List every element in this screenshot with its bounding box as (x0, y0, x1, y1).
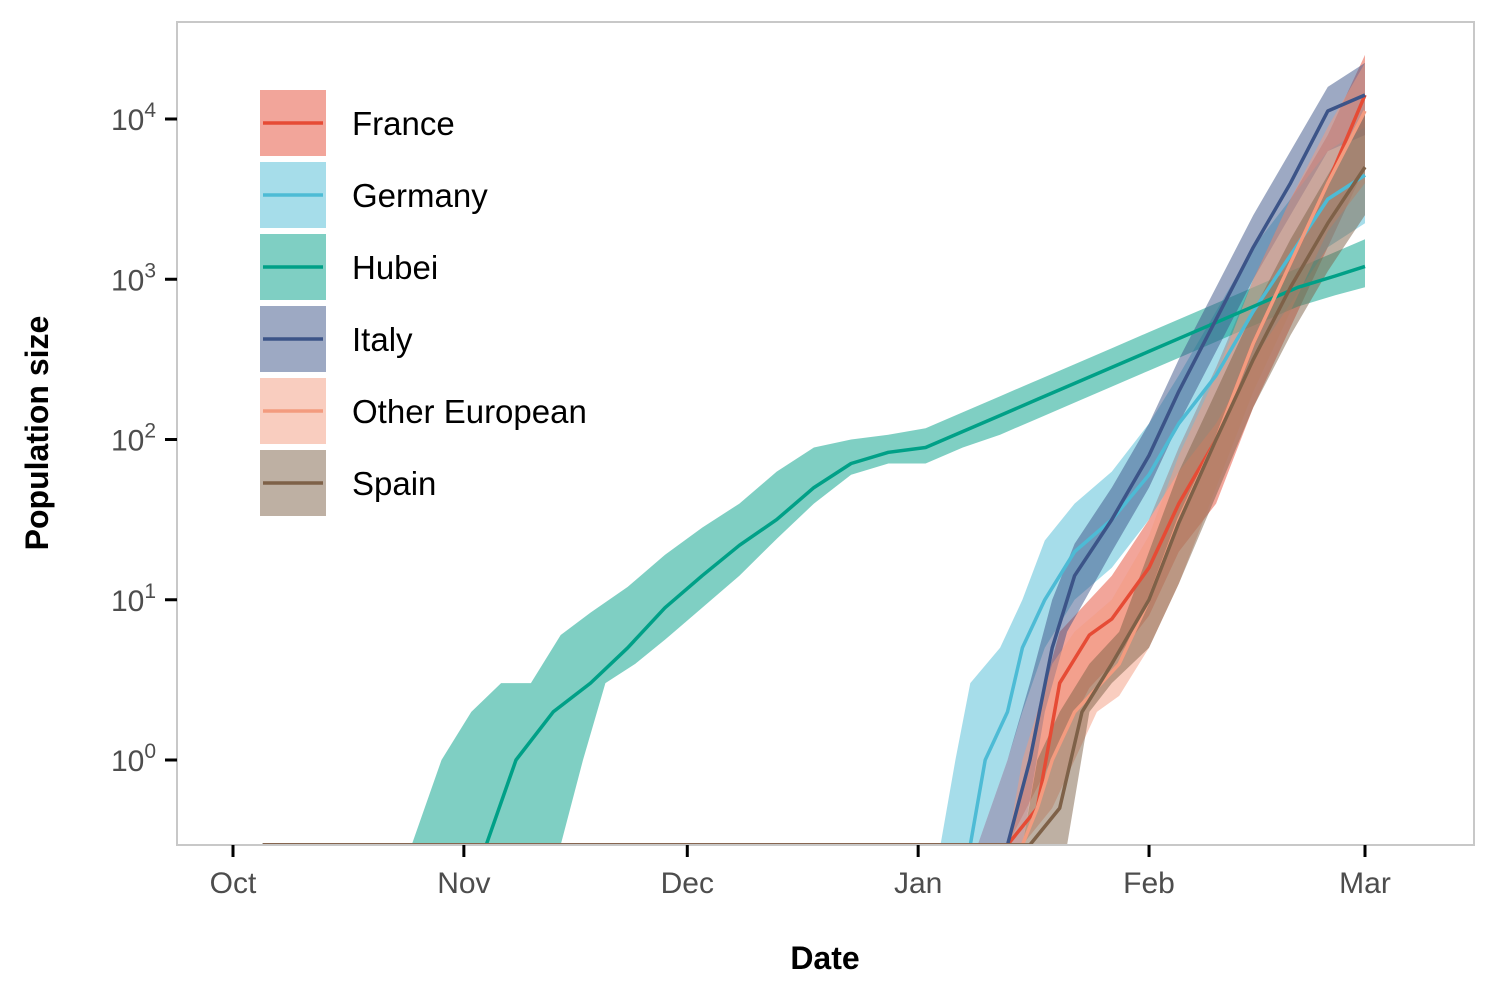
x-axis: Oct Nov Dec Jan Feb Mar (177, 844, 1474, 900)
legend-label-spain: Spain (352, 465, 436, 502)
legend-item-france: France (260, 90, 455, 156)
y-tick-label-4: 104 (111, 99, 156, 137)
y-tick-label-1: 101 (111, 580, 156, 618)
legend-label-italy: Italy (352, 321, 413, 358)
x-tick-label-feb: Feb (1123, 867, 1175, 900)
legend: France Germany Hubei Italy Other European Spa… (260, 90, 587, 516)
series-lines (262, 93, 1367, 845)
legend-label-hubei: Hubei (352, 249, 438, 286)
legend-item-germany: Germany (260, 162, 488, 228)
legend-item-other-european: Other European (260, 378, 587, 444)
x-tick-label-jan: Jan (894, 867, 942, 900)
y-axis: 100 101 102 103 104 (111, 22, 178, 845)
band-other-european (1007, 62, 1365, 845)
x-tick-label-oct: Oct (210, 867, 257, 900)
line-italy (262, 93, 1366, 845)
legend-item-hubei: Hubei (260, 234, 438, 300)
x-axis-title: Date (790, 940, 859, 976)
line-spain (262, 166, 1367, 845)
legend-label-other-european: Other European (352, 393, 587, 430)
y-tick-label-3: 103 (111, 259, 156, 297)
line-hubei (262, 264, 1366, 845)
x-tick-label-nov: Nov (437, 867, 490, 900)
legend-label-germany: Germany (352, 177, 488, 214)
x-tick-label-mar: Mar (1339, 867, 1391, 900)
y-tick-label-2: 102 (111, 420, 156, 458)
line-other-european (262, 110, 1367, 845)
legend-item-italy: Italy (260, 306, 413, 372)
legend-label-france: France (352, 105, 455, 142)
legend-item-spain: Spain (260, 450, 436, 516)
y-tick-label-0: 100 (111, 740, 156, 778)
y-axis-title: Population size (19, 316, 55, 551)
plot-panel (176, 21, 1475, 846)
x-tick-label-dec: Dec (661, 867, 714, 900)
